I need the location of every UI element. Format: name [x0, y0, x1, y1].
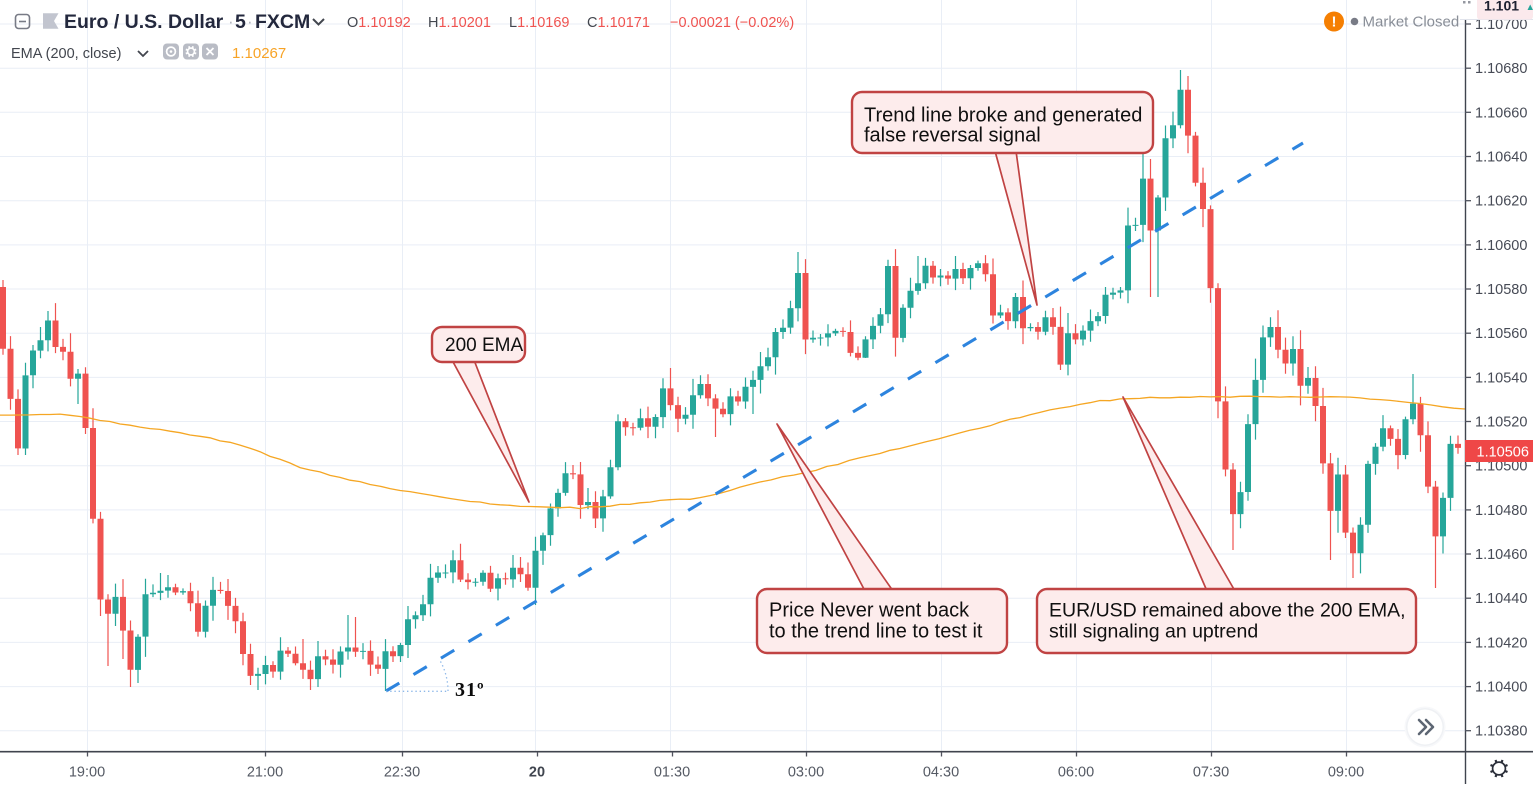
svg-text:1.10600: 1.10600: [1475, 238, 1527, 254]
svg-text:1.10620: 1.10620: [1475, 194, 1527, 210]
svg-text:06:00: 06:00: [1058, 765, 1094, 781]
svg-text:1.10580: 1.10580: [1475, 282, 1527, 298]
svg-text:04:30: 04:30: [923, 765, 959, 781]
svg-text:5: 5: [235, 11, 246, 33]
svg-text:·: ·: [247, 12, 253, 31]
svg-text:still signaling an uptrend: still signaling an uptrend: [1049, 621, 1258, 643]
svg-text:!: !: [1332, 14, 1337, 31]
svg-text:L1.10169: L1.10169: [509, 15, 570, 31]
svg-text:1.10267: 1.10267: [232, 45, 286, 62]
svg-text:EMA (200, close): EMA (200, close): [11, 46, 121, 62]
svg-text:03:00: 03:00: [788, 765, 824, 781]
svg-text:H1.10201: H1.10201: [428, 15, 491, 31]
svg-text:Trend line broke and generated: Trend line broke and generated: [864, 105, 1142, 127]
svg-text:false reversal signal: false reversal signal: [864, 125, 1041, 147]
svg-text:Market Closed: Market Closed: [1363, 14, 1460, 31]
svg-text:1.10420: 1.10420: [1475, 635, 1527, 651]
svg-text:1.10480: 1.10480: [1475, 503, 1527, 519]
svg-text:1.10460: 1.10460: [1475, 547, 1527, 563]
svg-text:1.10680: 1.10680: [1475, 61, 1527, 77]
svg-text:07:30: 07:30: [1193, 765, 1229, 781]
svg-text:−0.00021 (−0.02%): −0.00021 (−0.02%): [670, 15, 794, 31]
svg-text:1.10640: 1.10640: [1475, 150, 1527, 166]
svg-text:01:30: 01:30: [654, 765, 690, 781]
svg-text:1.10380: 1.10380: [1475, 724, 1527, 740]
svg-text:1.101: 1.101: [1484, 0, 1519, 14]
svg-text:C1.10171: C1.10171: [587, 15, 650, 31]
svg-text:09:00: 09:00: [1328, 765, 1364, 781]
svg-text:EUR/USD remained above the 200: EUR/USD remained above the 200 EMA,: [1049, 600, 1406, 622]
svg-text:1.10506: 1.10506: [1477, 445, 1529, 461]
svg-text:1.10560: 1.10560: [1475, 326, 1527, 342]
svg-text:22:30: 22:30: [384, 765, 420, 781]
svg-text:1.10520: 1.10520: [1475, 415, 1527, 431]
svg-text:19:00: 19:00: [69, 765, 105, 781]
svg-text:Price Never went back: Price Never went back: [769, 600, 970, 622]
svg-text:FXCM: FXCM: [255, 11, 310, 33]
svg-text:1.10440: 1.10440: [1475, 591, 1527, 607]
svg-text:·: ·: [228, 12, 234, 31]
svg-text:20: 20: [529, 765, 545, 781]
svg-text:31º: 31º: [455, 679, 485, 701]
svg-text:1.10400: 1.10400: [1475, 680, 1527, 696]
svg-text:1.10660: 1.10660: [1475, 105, 1527, 121]
svg-text:1.10540: 1.10540: [1475, 370, 1527, 386]
svg-text:O1.10192: O1.10192: [347, 15, 411, 31]
svg-text:21:00: 21:00: [247, 765, 283, 781]
svg-text:to the trend line to test it: to the trend line to test it: [769, 621, 983, 643]
svg-text:200 EMA: 200 EMA: [445, 335, 523, 356]
svg-text:Euro / U.S. Dollar: Euro / U.S. Dollar: [64, 11, 224, 33]
